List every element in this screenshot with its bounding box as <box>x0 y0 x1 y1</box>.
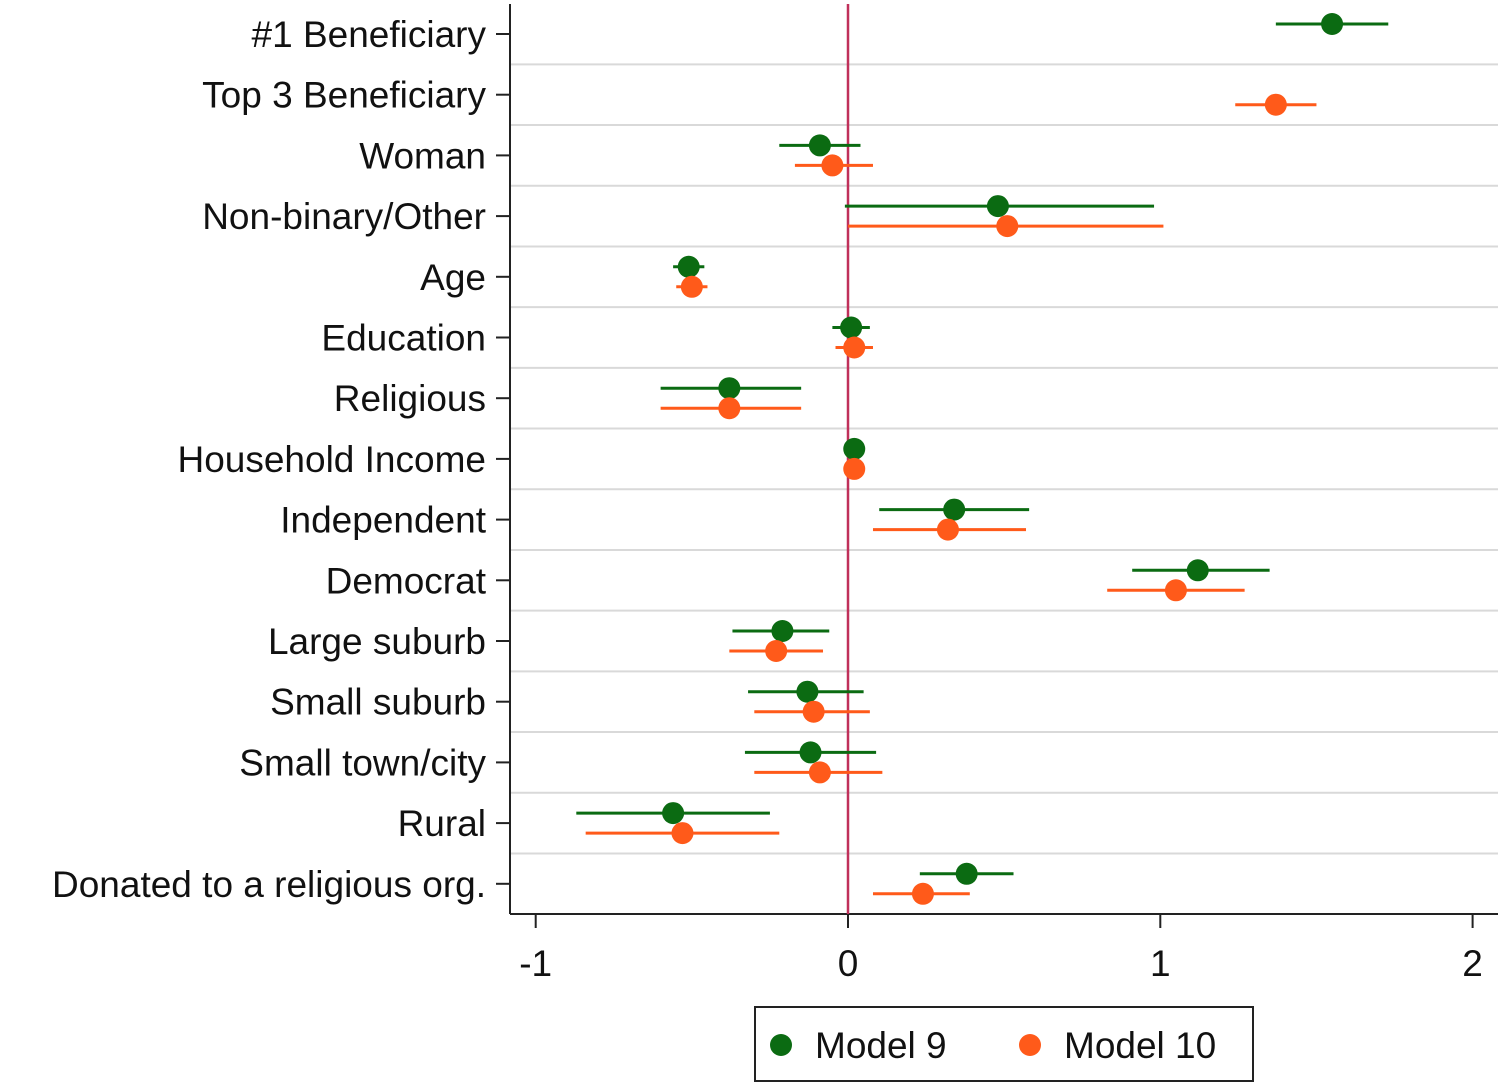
point-model-9 <box>808 134 831 157</box>
point-model-10 <box>821 154 844 177</box>
x-tick-label: -1 <box>519 943 552 984</box>
point-model-9 <box>1186 559 1209 582</box>
category-label: Democrat <box>326 560 487 601</box>
point-model-9 <box>955 862 978 885</box>
x-tick-label: 1 <box>1150 943 1171 984</box>
point-model-9 <box>1321 13 1344 35</box>
point-model-9 <box>799 741 822 764</box>
point-model-10 <box>680 275 703 298</box>
category-label: Donated to a religious org. <box>52 864 486 905</box>
x-tick-labels: -1 0 1 2 <box>519 914 1483 984</box>
category-label: Age <box>420 257 486 298</box>
category-label: Small town/city <box>239 742 486 783</box>
category-label: Independent <box>280 500 486 541</box>
point-model-9 <box>662 802 685 825</box>
point-model-9 <box>943 498 966 521</box>
point-model-10 <box>843 336 866 359</box>
category-label: Religious <box>334 378 486 419</box>
point-model-10 <box>808 761 831 784</box>
legend-marker-model-10 <box>1019 1034 1041 1056</box>
point-model-9 <box>986 195 1009 218</box>
point-model-10 <box>765 640 788 662</box>
point-model-9 <box>796 680 819 703</box>
point-model-10 <box>843 457 866 480</box>
category-label: Non-binary/Other <box>202 196 486 237</box>
point-model-9 <box>718 377 741 400</box>
grid-lines <box>511 63 1498 855</box>
legend-marker-model-9 <box>770 1034 792 1056</box>
point-model-10 <box>1164 579 1187 602</box>
point-model-10 <box>718 397 741 420</box>
category-label: Rural <box>398 803 486 844</box>
point-model-9 <box>843 437 866 460</box>
category-label: #1 Beneficiary <box>252 14 487 55</box>
category-label: Household Income <box>177 439 486 480</box>
point-model-10 <box>802 700 825 723</box>
legend-box <box>754 1006 1254 1082</box>
category-label: Small suburb <box>270 682 486 723</box>
series-marks <box>576 13 1389 905</box>
category-label: Large suburb <box>268 621 486 662</box>
x-tick-label: 2 <box>1462 943 1483 984</box>
axes <box>509 4 1498 915</box>
x-tick-label: 0 <box>838 943 859 984</box>
category-label: Top 3 Beneficiary <box>202 75 486 116</box>
category-label: Education <box>321 318 486 359</box>
legend: Model 9 Model 10 <box>754 1006 1254 1082</box>
point-model-10 <box>1264 93 1287 116</box>
y-tick-labels: #1 Beneficiary Top 3 Beneficiary Woman Non-… <box>52 14 510 905</box>
legend-label-model-10: Model 10 <box>1064 1025 1216 1066</box>
category-label: Woman <box>359 135 486 176</box>
point-model-10 <box>996 215 1019 238</box>
point-model-9 <box>771 620 794 642</box>
point-model-10 <box>936 518 959 541</box>
legend-label-model-9: Model 9 <box>815 1025 947 1066</box>
point-model-9 <box>677 255 700 278</box>
point-model-9 <box>840 316 863 339</box>
point-model-10 <box>911 882 934 905</box>
point-model-10 <box>671 822 694 845</box>
